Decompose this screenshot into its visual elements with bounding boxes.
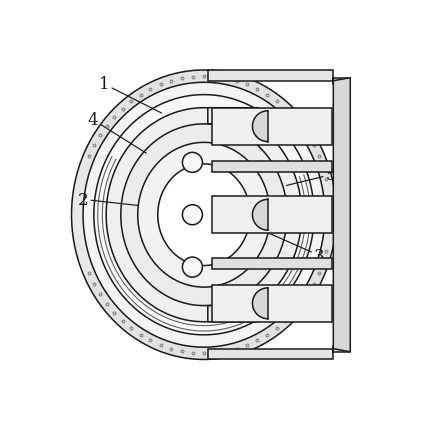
Polygon shape (212, 258, 332, 269)
Polygon shape (94, 95, 314, 335)
Text: 3: 3 (265, 232, 325, 264)
Polygon shape (252, 288, 268, 319)
Text: 1: 1 (99, 76, 162, 114)
Polygon shape (84, 249, 332, 359)
Polygon shape (71, 71, 336, 359)
Text: 5: 5 (287, 167, 336, 186)
Polygon shape (208, 346, 350, 359)
Polygon shape (212, 161, 332, 172)
Text: 2: 2 (78, 191, 138, 209)
Polygon shape (333, 79, 350, 352)
Circle shape (182, 153, 203, 173)
Polygon shape (212, 108, 332, 145)
Polygon shape (208, 306, 258, 322)
Polygon shape (83, 83, 325, 347)
Circle shape (182, 205, 203, 225)
Polygon shape (212, 197, 332, 233)
Polygon shape (121, 125, 287, 306)
Polygon shape (106, 108, 302, 322)
Polygon shape (71, 71, 336, 359)
Polygon shape (208, 71, 350, 85)
Polygon shape (252, 111, 268, 142)
Text: 4: 4 (87, 111, 146, 154)
Polygon shape (208, 108, 258, 125)
Polygon shape (138, 143, 270, 287)
Circle shape (182, 258, 203, 277)
Polygon shape (252, 200, 268, 230)
Polygon shape (212, 285, 332, 322)
Polygon shape (84, 71, 332, 181)
